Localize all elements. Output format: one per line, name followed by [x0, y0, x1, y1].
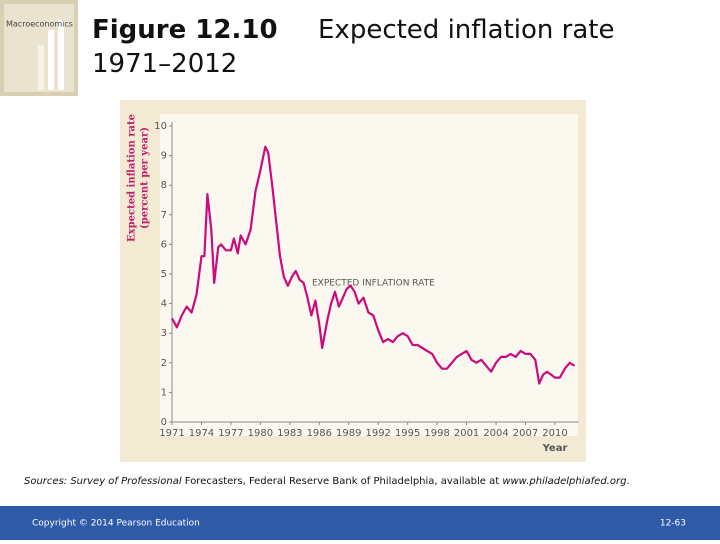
subtitle-line: Expected inflation rate: [318, 15, 614, 45]
subtitle: Expected inflation rate 1971–2012: [92, 15, 614, 79]
y-tick-label: 6: [161, 239, 167, 250]
footer-bar: [0, 506, 720, 540]
y-tick-label: 10: [154, 121, 167, 132]
cover-title: Macroeconomics: [6, 20, 73, 29]
y-tick-label: 5: [161, 269, 167, 280]
y-tick-label: 4: [161, 299, 167, 310]
plot-area: [160, 114, 578, 436]
y-tick-label: 0: [161, 417, 167, 428]
y-tick-label: 9: [161, 151, 167, 162]
series-line: [171, 145, 576, 385]
y-tick-label: 3: [161, 328, 167, 339]
sources-part: Sources: Survey of Professional: [24, 476, 182, 487]
cover-art: [58, 20, 64, 90]
y-tick-label: 1: [161, 387, 167, 398]
x-tick-label: 2004: [483, 428, 508, 439]
page-number: 12-63: [660, 519, 686, 529]
y-tick-label: 2: [161, 358, 167, 369]
x-tick-label: 1977: [218, 428, 243, 439]
x-tick-label: 1992: [365, 428, 390, 439]
sources: Sources: Survey of Professional Forecast…: [24, 476, 630, 487]
x-tick-label: 1983: [277, 428, 302, 439]
x-tick-label: 2010: [542, 428, 567, 439]
title-figure: Figure 12.10: [92, 15, 278, 45]
y-tick-label: 8: [161, 180, 167, 191]
x-tick-label: 1971: [159, 428, 184, 439]
cover-art: [38, 45, 44, 90]
x-tick-label: 1980: [248, 428, 273, 439]
x-tick-label: 1995: [395, 428, 420, 439]
sources-part: www.philadelphiafed.org: [502, 476, 626, 487]
x-tick-label: 2007: [513, 428, 538, 439]
y-axis-label: Expected inflation rate: [127, 114, 138, 242]
sources-part: Forecasters, Federal Reserve Bank of Phi…: [185, 476, 499, 487]
title: Figure 12.10: [92, 15, 278, 45]
x-tick-label: 1986: [307, 428, 332, 439]
x-axis-label: Year: [542, 443, 568, 454]
y-tick-label: 7: [161, 210, 167, 221]
subtitle-line: 1971–2012: [92, 49, 237, 79]
sources-part: .: [626, 476, 629, 487]
x-tick-label: 1998: [424, 428, 449, 439]
copyright: Copyright © 2014 Pearson Education: [32, 519, 200, 529]
cover-art: [48, 30, 54, 90]
x-tick-label: 2001: [454, 428, 479, 439]
series-label: EXPECTED INFLATION RATE: [312, 279, 435, 289]
x-tick-label: 1974: [189, 428, 214, 439]
x-tick-label: 1989: [336, 428, 361, 439]
y-axis-label: (percent per year): [140, 127, 151, 229]
